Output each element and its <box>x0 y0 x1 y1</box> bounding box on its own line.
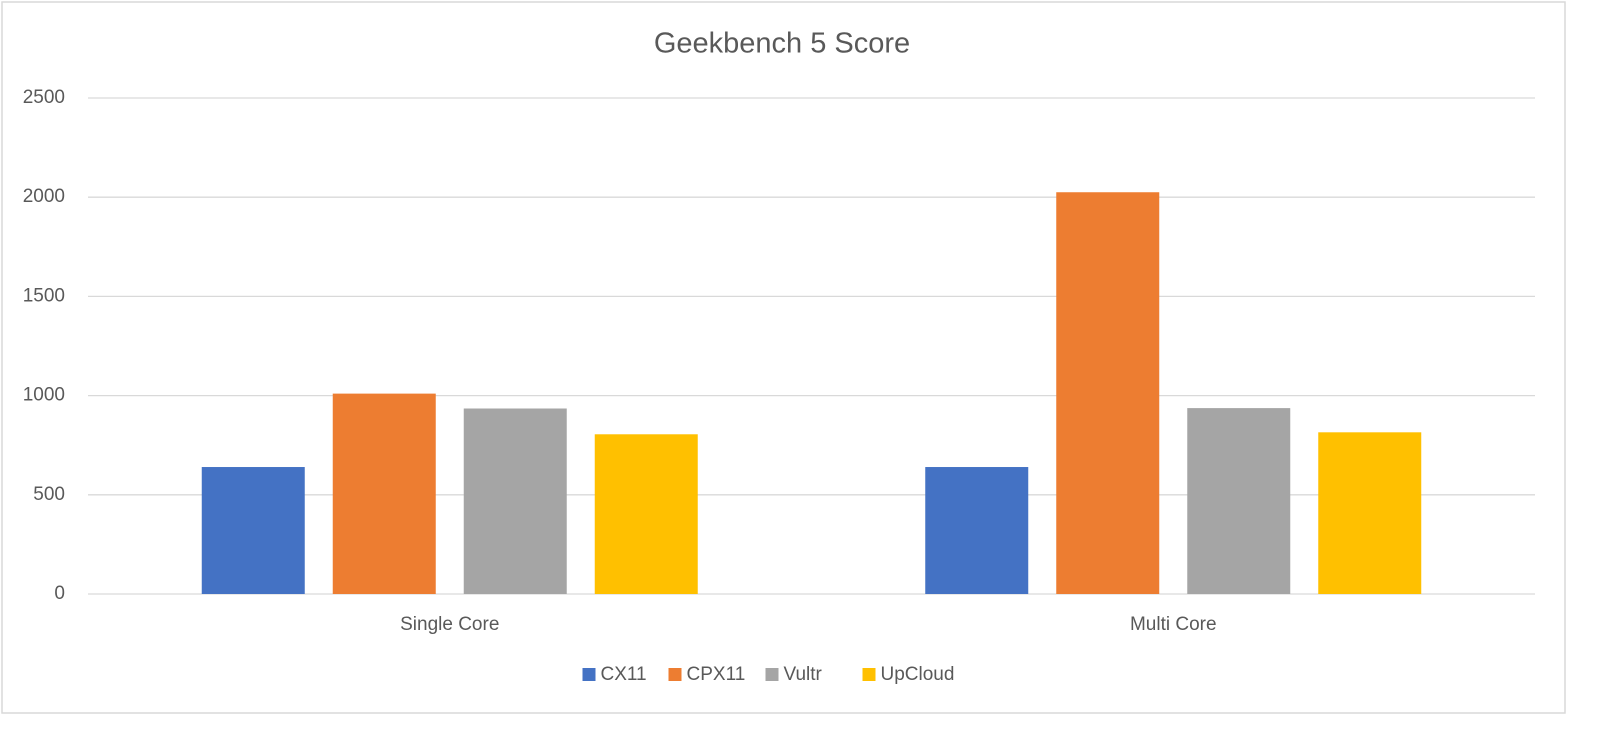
legend-swatch <box>862 668 876 681</box>
y-tick-label: 2500 <box>23 87 65 108</box>
bar <box>1318 432 1422 594</box>
legend-swatch <box>765 668 779 681</box>
legend-label: Vultr <box>784 664 823 685</box>
y-tick-label: 1500 <box>23 285 65 306</box>
legend-label: CX11 <box>601 664 647 685</box>
bar <box>1187 408 1291 594</box>
bar <box>594 434 698 594</box>
bar <box>332 393 436 594</box>
x-tick-label: Single Core <box>400 614 499 635</box>
y-tick-label: 500 <box>33 484 65 505</box>
chart-border <box>1 1 1566 714</box>
legend-swatch <box>668 668 682 681</box>
y-tick-label: 2000 <box>23 186 65 207</box>
legend-swatch <box>582 668 596 681</box>
x-tick-label: Multi Core <box>1130 614 1217 635</box>
bar <box>1056 192 1160 595</box>
y-tick-label: 0 <box>54 583 65 604</box>
bar <box>925 467 1029 594</box>
chart-title: Geekbench 5 Score <box>654 28 910 60</box>
bar <box>463 408 567 594</box>
bar <box>201 467 305 594</box>
y-tick-label: 1000 <box>23 385 65 406</box>
legend-label: UpCloud <box>881 664 955 685</box>
legend-label: CPX11 <box>687 664 746 685</box>
